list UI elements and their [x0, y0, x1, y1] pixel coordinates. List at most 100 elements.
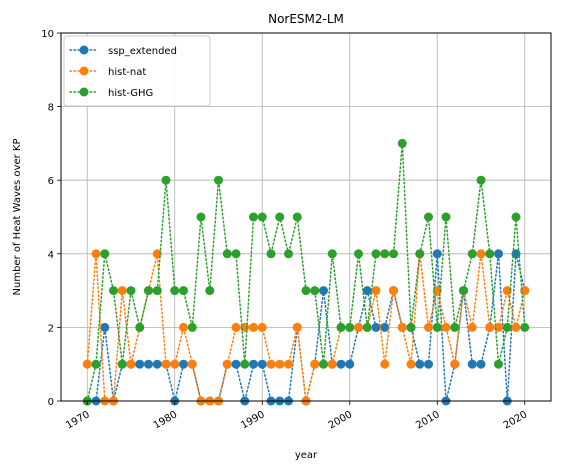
- data-point: [397, 138, 407, 148]
- data-point: [100, 322, 110, 332]
- data-point: [126, 359, 136, 369]
- data-point: [109, 286, 118, 296]
- y-axis-label: Number of Heat Waves over KP: [12, 139, 23, 296]
- data-point: [371, 322, 381, 332]
- y-tick-label: 4: [48, 250, 54, 261]
- data-point: [380, 359, 390, 369]
- data-point: [511, 322, 521, 332]
- data-point: [91, 359, 101, 369]
- data-point: [196, 212, 206, 222]
- data-point: [415, 249, 425, 259]
- data-point: [117, 359, 127, 369]
- data-point: [161, 359, 171, 369]
- data-point: [257, 322, 267, 332]
- data-point: [441, 322, 451, 332]
- data-point: [406, 322, 416, 332]
- data-point: [424, 322, 433, 332]
- data-point: [161, 175, 171, 185]
- data-point: [266, 249, 276, 259]
- data-point: [389, 286, 398, 296]
- data-point: [117, 286, 127, 296]
- data-point: [327, 359, 337, 369]
- y-tick-label: 8: [48, 103, 54, 114]
- data-point: [82, 359, 92, 369]
- data-point: [345, 359, 355, 369]
- y-tick-label: 6: [48, 176, 54, 187]
- data-point: [432, 322, 442, 332]
- data-point: [520, 322, 530, 332]
- y-tick-label: 2: [48, 323, 54, 334]
- data-point: [327, 249, 337, 259]
- legend-label: ssp_extended: [108, 46, 177, 57]
- data-point: [354, 322, 363, 332]
- data-point: [249, 212, 258, 222]
- data-point: [362, 286, 372, 296]
- data-point: [345, 322, 355, 332]
- data-point: [380, 249, 390, 259]
- data-point: [336, 359, 346, 369]
- x-tick-label: 1980: [152, 409, 180, 431]
- data-point: [179, 286, 188, 296]
- x-tick-label: 2000: [327, 409, 355, 431]
- legend-marker: [79, 45, 89, 55]
- data-point: [336, 322, 346, 332]
- data-point: [135, 359, 145, 369]
- data-point: [441, 212, 451, 222]
- chart-title: NorESM2-LM: [268, 12, 344, 26]
- data-point: [432, 249, 442, 259]
- x-tick-label: 1990: [239, 409, 267, 431]
- data-point: [494, 359, 503, 369]
- data-point: [266, 359, 276, 369]
- y-axis: 0 2 4 6 8 10: [41, 29, 61, 408]
- data-point: [126, 286, 136, 296]
- data-point: [152, 286, 162, 296]
- data-point: [450, 322, 460, 332]
- data-point: [144, 359, 153, 369]
- data-point: [511, 249, 521, 259]
- data-point: [502, 322, 512, 332]
- data-point: [485, 322, 495, 332]
- data-point: [467, 359, 477, 369]
- data-point: [511, 212, 521, 222]
- data-point: [187, 322, 197, 332]
- data-point: [231, 322, 241, 332]
- x-axis-label: year: [295, 450, 318, 461]
- series-hist-GHG: [82, 138, 530, 406]
- data-point: [257, 212, 267, 222]
- data-point: [476, 359, 486, 369]
- legend-label: hist-nat: [108, 67, 146, 78]
- data-point: [275, 359, 285, 369]
- data-point: [354, 249, 363, 259]
- legend-marker: [79, 66, 89, 76]
- data-point: [222, 359, 232, 369]
- data-point: [249, 322, 258, 332]
- data-point: [476, 175, 486, 185]
- data-point: [485, 249, 495, 259]
- data-point: [397, 322, 407, 332]
- x-axis: 1970 1980 1990 2000 2010 2020: [64, 401, 529, 432]
- legend-box: [63, 35, 211, 107]
- data-point: [284, 359, 293, 369]
- data-point: [319, 359, 328, 369]
- data-point: [144, 286, 153, 296]
- legend-marker: [79, 87, 89, 97]
- data-point: [292, 212, 302, 222]
- data-point: [170, 359, 180, 369]
- data-point: [406, 359, 416, 369]
- data-point: [249, 359, 258, 369]
- data-point: [362, 322, 372, 332]
- data-point: [205, 286, 215, 296]
- data-point: [240, 359, 250, 369]
- data-point: [179, 359, 188, 369]
- x-tick-label: 2010: [414, 409, 442, 431]
- data-point: [310, 286, 320, 296]
- data-point: [467, 322, 477, 332]
- data-point: [292, 322, 302, 332]
- data-point: [415, 359, 425, 369]
- data-point: [467, 249, 477, 259]
- data-point: [152, 359, 162, 369]
- series-layer: [82, 138, 530, 406]
- x-tick-label: 1970: [64, 409, 92, 431]
- legend-label: hist-GHG: [108, 88, 153, 99]
